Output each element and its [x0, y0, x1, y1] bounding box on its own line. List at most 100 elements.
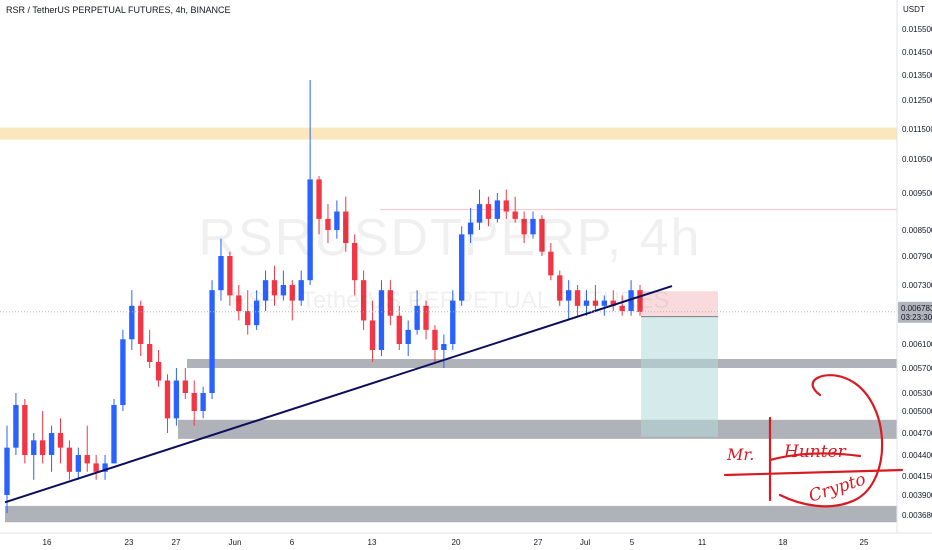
- candle-body: [557, 275, 563, 301]
- candle-body: [164, 380, 171, 419]
- candle-body: [57, 433, 64, 448]
- candle-body: [467, 222, 474, 235]
- current-price-label: 0.006783: [901, 304, 932, 313]
- candle-body: [200, 393, 206, 411]
- candle-body: [218, 256, 224, 291]
- description-watermark: RSR / TetherUS PERPETUAL FUTURES: [230, 287, 670, 314]
- time-tick-label: 6: [290, 538, 295, 547]
- candle-body: [155, 362, 162, 381]
- time-tick-label: 20: [452, 538, 461, 547]
- signature-text-mr: Mr.: [727, 445, 755, 464]
- chart-title: RSR / TetherUS PERPETUAL FUTURES, 4h, BI…: [6, 5, 231, 15]
- candle-body: [334, 211, 340, 230]
- candle-body: [601, 300, 608, 306]
- candle-body: [31, 440, 37, 455]
- candle-body: [423, 305, 429, 330]
- candle-body: [22, 405, 28, 455]
- candle-body: [173, 380, 180, 419]
- time-tick-label: 18: [779, 538, 788, 547]
- candle-body: [494, 200, 501, 219]
- candle-body: [485, 204, 492, 219]
- candle-body: [236, 295, 242, 311]
- candle-body: [476, 204, 483, 223]
- current-price-badge: [898, 301, 932, 323]
- resistance-zone: [0, 127, 897, 140]
- candle-body: [414, 305, 420, 330]
- position-layer: [641, 291, 718, 437]
- candle-body: [182, 380, 188, 393]
- candle-body: [619, 305, 625, 311]
- candle-body: [548, 251, 554, 276]
- candle-body: [138, 305, 144, 344]
- candle-body: [316, 179, 322, 219]
- candle-body: [39, 440, 46, 455]
- candle-body: [227, 256, 233, 296]
- candle-body: [209, 290, 215, 393]
- candle-body: [120, 339, 126, 405]
- signature-loop: [723, 374, 904, 508]
- candle-body: [512, 211, 518, 219]
- candle-body: [66, 447, 73, 472]
- candle-body: [352, 243, 358, 281]
- reward-zone: [641, 316, 718, 437]
- time-tick-label: Jun: [229, 538, 242, 547]
- candle-body: [592, 300, 599, 306]
- candles-layer: [4, 80, 643, 514]
- candle-body: [459, 234, 465, 301]
- candle-body: [369, 320, 376, 350]
- time-tick-label: Jul: [580, 538, 590, 547]
- candle-body: [262, 280, 269, 301]
- candle-body: [396, 315, 402, 344]
- time-axis[interactable]: 16 23 27 Jun 6 13 20 27 Jul 5 11 18 25: [43, 538, 869, 547]
- signature-logo: [723, 374, 904, 508]
- candle-body: [191, 393, 197, 411]
- symbol-watermark: RSRUSDTPERP, 4h: [198, 209, 702, 267]
- bar-countdown-label: 03:23:30: [901, 313, 932, 322]
- candle-body: [146, 344, 153, 362]
- candle-body: [93, 463, 99, 472]
- support-zone: [187, 359, 897, 368]
- time-tick-label: 13: [368, 538, 377, 547]
- candle-body: [360, 280, 367, 321]
- support-zone: [5, 505, 897, 523]
- candle-body: [441, 344, 447, 350]
- time-tick-label: 5: [630, 538, 635, 547]
- candle-body: [48, 433, 55, 455]
- candle-body: [111, 405, 117, 464]
- candle-body: [521, 218, 527, 235]
- candle-body: [102, 463, 108, 472]
- candle-body: [280, 285, 287, 296]
- trendline-layer: [4, 285, 673, 504]
- candle-body: [610, 300, 616, 306]
- candle-body: [245, 311, 251, 326]
- time-tick-label: 27: [172, 538, 181, 547]
- signature-text-hunter: Hunter: [784, 442, 846, 462]
- candle-body: [13, 405, 19, 448]
- candle-body: [271, 280, 278, 296]
- time-tick-label: 16: [43, 538, 52, 547]
- candle-body: [289, 285, 295, 301]
- ascending-trendline[interactable]: [4, 285, 673, 504]
- time-tick-label: 27: [534, 538, 543, 547]
- time-tick-label: 23: [125, 538, 134, 547]
- candle-body: [387, 290, 394, 316]
